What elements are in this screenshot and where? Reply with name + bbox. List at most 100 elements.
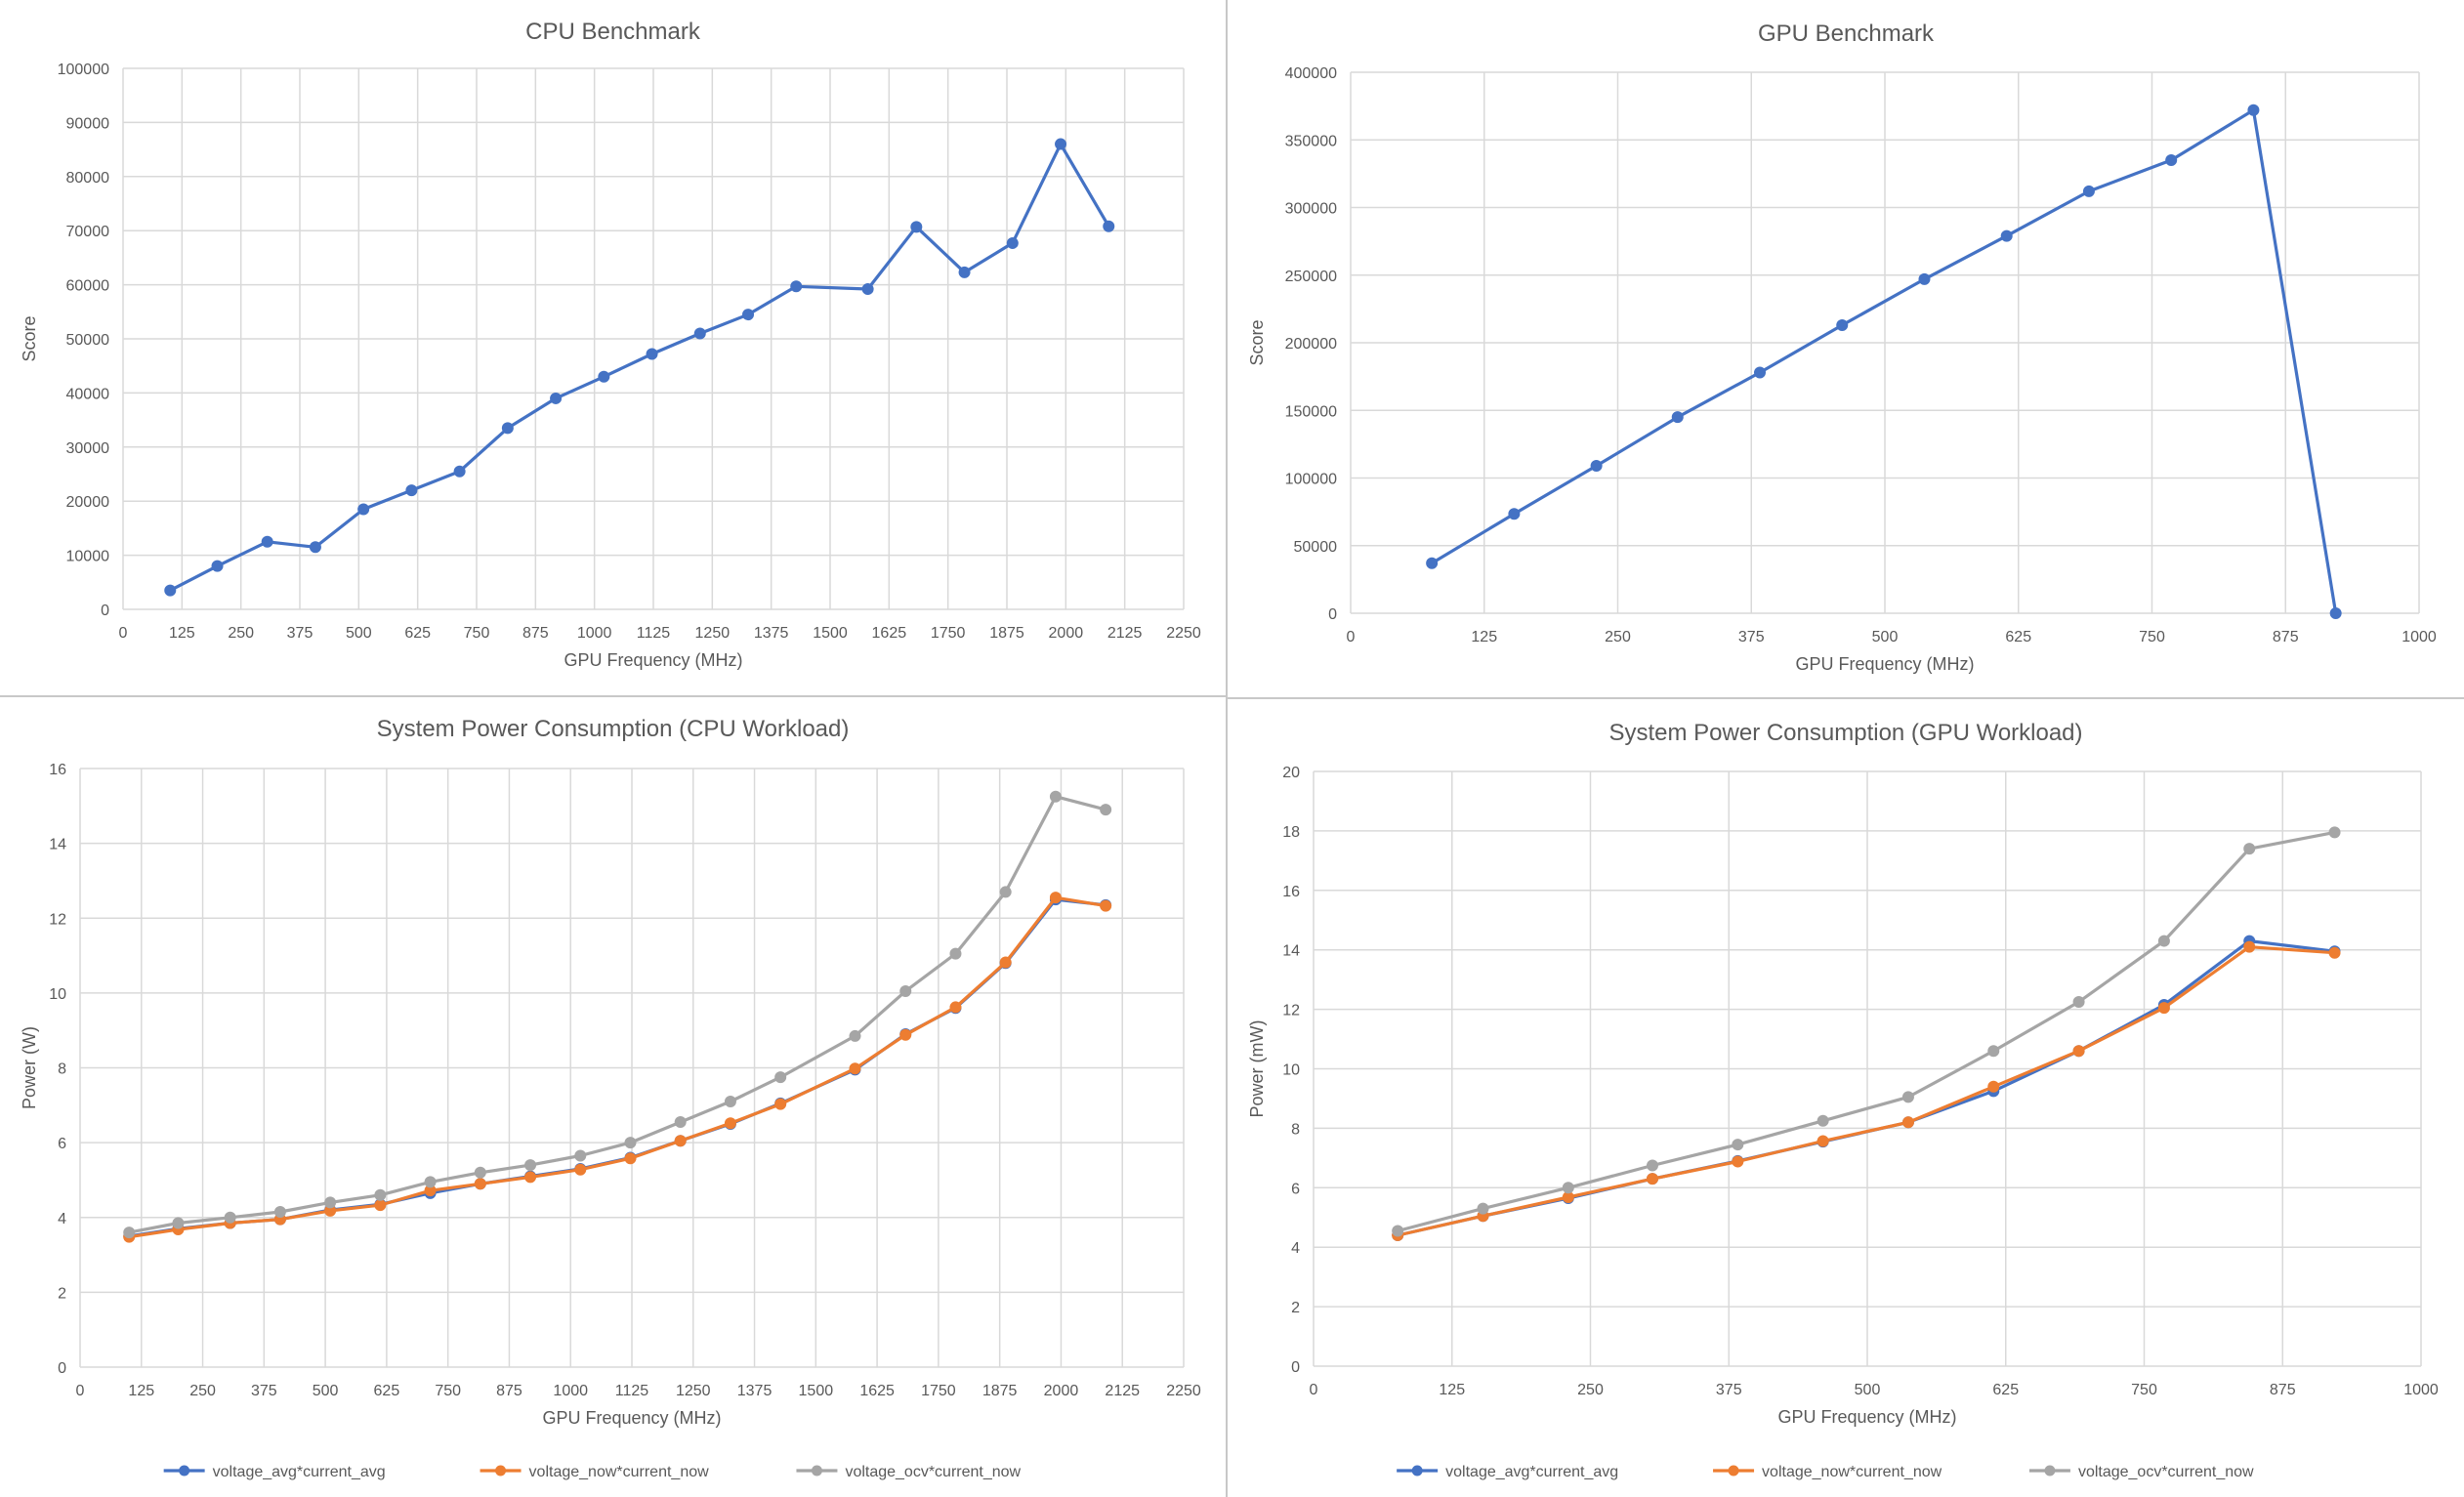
gridlines <box>1350 71 2420 614</box>
y-tick-label: 0 <box>1328 606 1337 623</box>
y-tick-label: 0 <box>1291 1359 1300 1376</box>
x-tick-label: 500 <box>346 625 372 642</box>
legend-label: voltage_ocv*current_now <box>2078 1464 2254 1480</box>
data-point <box>1918 272 1931 285</box>
gridlines <box>122 67 1185 610</box>
x-tick-label: 250 <box>228 625 254 642</box>
y-tick-label: 200000 <box>1285 336 1337 353</box>
chart-title: System Power Consumption (GPU Workload) <box>1608 720 2082 746</box>
y-tick-label: 6 <box>1291 1181 1300 1197</box>
legend-swatch-marker <box>811 1465 822 1476</box>
data-point <box>1671 411 1684 424</box>
data-point <box>474 1166 486 1179</box>
legend-item: voltage_ocv*current_now <box>2028 1464 2254 1480</box>
x-tick-label: 0 <box>119 625 128 642</box>
data-point <box>374 1188 387 1201</box>
y-tick-label: 40000 <box>66 386 110 402</box>
legend-item: voltage_ocv*current_now <box>796 1464 1022 1480</box>
x-tick-label: 375 <box>1716 1382 1742 1398</box>
data-point <box>2157 1002 2170 1015</box>
x-tick-label: 750 <box>2131 1382 2157 1398</box>
data-point <box>1562 1182 1574 1194</box>
data-point <box>674 1116 687 1129</box>
x-tick-label: 875 <box>2273 629 2299 645</box>
chart-title: System Power Consumption (CPU Workload) <box>377 716 850 742</box>
data-point <box>910 221 923 233</box>
y-tick-label: 12 <box>1282 1003 1300 1019</box>
x-axis-label: GPU Frequency (MHz) <box>564 650 742 670</box>
x-tick-label: 1375 <box>754 625 789 642</box>
y-tick-label: 30000 <box>66 440 110 457</box>
x-tick-label: 1875 <box>989 625 1024 642</box>
data-point <box>2328 826 2341 839</box>
y-tick-label: 400000 <box>1285 65 1337 82</box>
legend-label: voltage_now*current_now <box>529 1464 710 1480</box>
x-tick-label: 625 <box>374 1383 400 1399</box>
legend-swatch-marker <box>495 1465 507 1476</box>
series-line <box>169 143 1110 593</box>
data-point <box>1732 1139 1744 1151</box>
gridlines <box>79 768 1185 1368</box>
y-axis-label: Score <box>1247 319 1267 365</box>
cpu-power-chart: System Power Consumption (CPU Workload) 0… <box>20 716 1201 1480</box>
legend-label: voltage_avg*current_avg <box>1445 1464 1618 1480</box>
data-point <box>899 984 912 997</box>
x-tick-label: 1375 <box>737 1383 773 1399</box>
data-point <box>211 560 224 572</box>
data-point <box>501 422 514 435</box>
data-point <box>2243 843 2256 855</box>
data-point <box>1055 138 1067 150</box>
data-point <box>374 1199 387 1212</box>
y-tick-label: 250000 <box>1285 269 1337 285</box>
y-tick-label: 16 <box>1282 884 1300 900</box>
series-line <box>1431 108 2338 614</box>
data-point <box>1508 508 1521 520</box>
x-tick-label: 1000 <box>553 1383 588 1399</box>
legend-label: voltage_now*current_now <box>1762 1464 1942 1480</box>
y-tick-label: 80000 <box>66 170 110 187</box>
x-tick-label: 625 <box>1992 1382 2019 1398</box>
x-tick-labels: 0 125 250 375 500 625 750 875 1000 1125 1250 1375 15… <box>119 625 1201 642</box>
data-point <box>2072 995 2085 1008</box>
data-point <box>2329 607 2342 619</box>
y-tick-label: 20000 <box>66 494 110 511</box>
y-tick-label: 70000 <box>66 224 110 240</box>
data-point <box>646 348 658 360</box>
data-point <box>958 266 971 278</box>
y-tick-label: 100000 <box>58 62 109 78</box>
data-point <box>1901 1116 1914 1129</box>
data-point <box>574 1149 587 1162</box>
series-1 <box>164 138 1115 597</box>
data-point <box>273 1206 286 1219</box>
data-point <box>1987 1080 2000 1093</box>
y-tick-labels: 0 10000 20000 30000 40000 50000 60000 70000 8000… <box>58 62 109 619</box>
x-tick-labels: 0 125 250 375 500 625 750 875 1000 <box>1347 629 2437 645</box>
data-point <box>2082 185 2095 197</box>
x-tick-label: 125 <box>1471 629 1497 645</box>
data-point <box>2328 946 2341 959</box>
x-tick-labels: 0 125 250 375 500 625 750 875 1000 1125 1250 1375 15… <box>76 1383 1201 1399</box>
legend-swatch-marker <box>1728 1465 1739 1476</box>
y-tick-label: 350000 <box>1285 133 1337 149</box>
x-tick-label: 1500 <box>799 1383 834 1399</box>
y-tick-label: 150000 <box>1285 403 1337 420</box>
y-tick-label: 100000 <box>1285 472 1337 488</box>
y-tick-label: 50000 <box>66 332 110 349</box>
x-tick-label: 1625 <box>859 1383 895 1399</box>
data-point <box>861 283 874 296</box>
legend: voltage_avg*current_avg voltage_now*curre… <box>1397 1464 2254 1480</box>
data-point <box>1100 804 1112 816</box>
data-point <box>1817 1135 1829 1147</box>
data-point <box>899 1028 912 1041</box>
legend-item: voltage_now*current_now <box>1713 1464 1942 1480</box>
legend-item: voltage_avg*current_avg <box>163 1464 386 1480</box>
data-point <box>999 956 1012 969</box>
x-tick-label: 1000 <box>2401 629 2437 645</box>
y-axis-label: Power (W) <box>20 1026 39 1109</box>
series-line <box>128 795 1107 1234</box>
data-point <box>2247 104 2260 116</box>
x-tick-label: 375 <box>287 625 313 642</box>
data-point <box>2243 940 2256 953</box>
data-point <box>524 1159 537 1172</box>
data-point <box>164 584 177 597</box>
